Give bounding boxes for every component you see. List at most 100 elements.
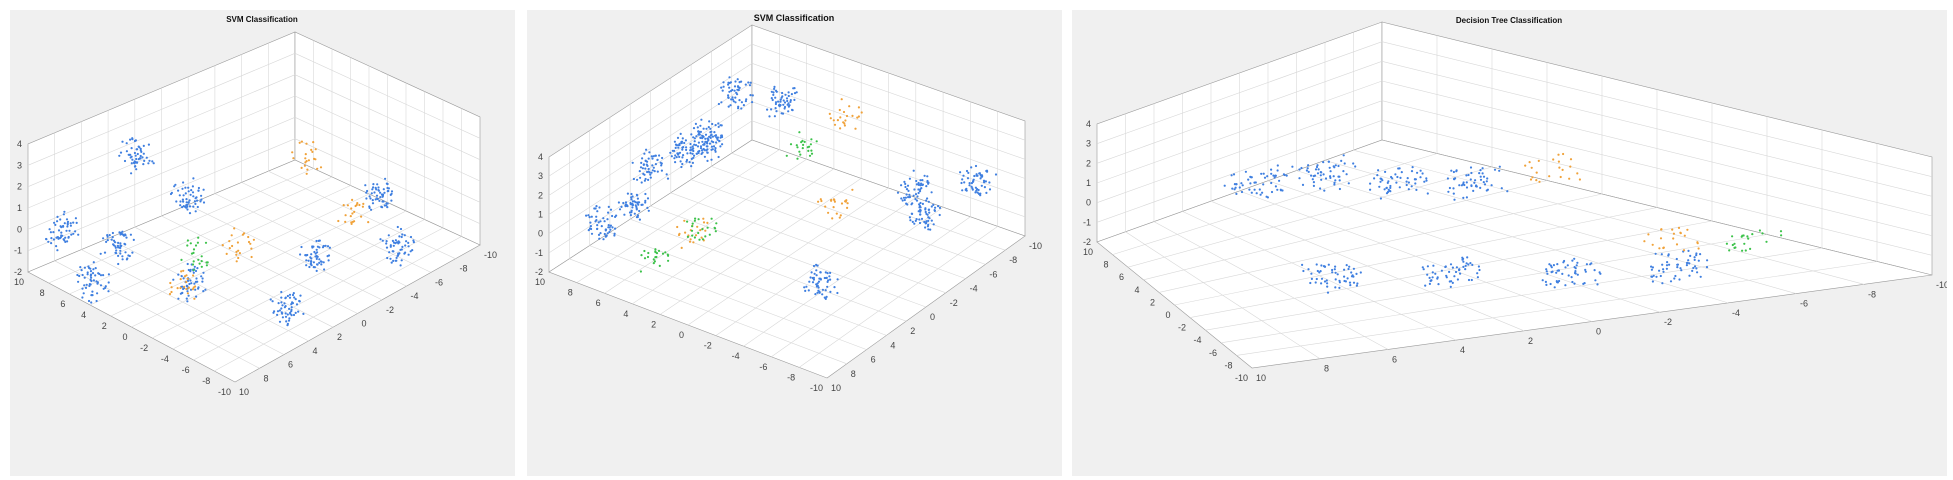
blue-point bbox=[45, 238, 48, 241]
blue-point bbox=[1266, 175, 1269, 178]
blue-point bbox=[116, 244, 119, 247]
blue-point bbox=[181, 187, 184, 190]
blue-point bbox=[644, 201, 647, 204]
blue-point bbox=[1350, 271, 1353, 274]
blue-point bbox=[904, 196, 907, 199]
blue-point bbox=[314, 252, 317, 255]
x-tick-label: 2 bbox=[1528, 336, 1533, 346]
blue-point bbox=[1665, 267, 1668, 270]
blue-point bbox=[751, 94, 754, 97]
blue-point bbox=[181, 291, 184, 294]
blue-point bbox=[1248, 188, 1251, 191]
blue-point bbox=[119, 244, 122, 248]
blue-point bbox=[1662, 268, 1665, 271]
orange-point bbox=[840, 202, 844, 205]
blue-point bbox=[125, 150, 128, 153]
orange-point bbox=[692, 241, 695, 244]
blue-point bbox=[194, 288, 197, 291]
orange-point bbox=[358, 203, 361, 207]
z-tick-label: 0 bbox=[538, 229, 543, 239]
blue-point bbox=[56, 215, 59, 218]
blue-point bbox=[1376, 174, 1379, 177]
blue-point bbox=[706, 137, 709, 140]
blue-point bbox=[368, 206, 371, 209]
blue-point bbox=[636, 197, 639, 200]
z-tick-label: 2 bbox=[538, 190, 543, 200]
blue-point bbox=[318, 261, 321, 264]
blue-point bbox=[1567, 274, 1570, 277]
blue-point bbox=[1447, 190, 1450, 193]
blue-point bbox=[52, 231, 55, 234]
blue-point bbox=[682, 154, 685, 157]
blue-point bbox=[611, 214, 614, 218]
grid-lines bbox=[27, 40, 481, 372]
blue-point bbox=[1343, 279, 1346, 283]
green-point bbox=[807, 149, 810, 152]
blue-point bbox=[919, 213, 922, 216]
blue-point bbox=[727, 94, 730, 97]
orange-point bbox=[179, 278, 182, 281]
blue-point bbox=[1234, 186, 1237, 189]
blue-point bbox=[630, 192, 633, 196]
green-point bbox=[1746, 235, 1749, 238]
orange-point bbox=[316, 167, 319, 170]
orange-point bbox=[842, 110, 846, 114]
blue-point bbox=[119, 242, 122, 245]
blue-point bbox=[1343, 275, 1346, 278]
blue-point bbox=[699, 124, 702, 127]
blue-point bbox=[706, 145, 709, 148]
orange-point bbox=[683, 219, 686, 222]
blue-point bbox=[1369, 182, 1372, 185]
green-point bbox=[205, 264, 208, 267]
orange-point bbox=[221, 244, 224, 247]
orange-point bbox=[689, 238, 692, 241]
blue-point bbox=[737, 107, 740, 110]
blue-point bbox=[1688, 262, 1691, 265]
blue-point bbox=[115, 249, 118, 252]
blue-point bbox=[1422, 268, 1425, 271]
blue-point bbox=[720, 124, 723, 127]
blue-point bbox=[1476, 272, 1479, 275]
blue-point bbox=[185, 206, 188, 209]
y-tick-label: 6 bbox=[60, 299, 65, 309]
blue-point bbox=[1329, 175, 1332, 178]
blue-point bbox=[1426, 192, 1429, 195]
blue-point bbox=[927, 228, 930, 231]
blue-point bbox=[1410, 170, 1414, 173]
blue-point bbox=[961, 189, 964, 192]
blue-point bbox=[647, 178, 650, 181]
blue-point bbox=[63, 222, 66, 225]
blue-point bbox=[1697, 259, 1700, 262]
blue-point bbox=[1333, 268, 1336, 271]
blue-point bbox=[317, 239, 320, 242]
blue-point bbox=[658, 154, 661, 157]
blue-point bbox=[720, 86, 723, 89]
blue-point bbox=[1334, 265, 1337, 268]
blue-point bbox=[1235, 183, 1238, 186]
blue-point bbox=[719, 136, 722, 139]
green-point bbox=[1743, 242, 1746, 245]
blue-point bbox=[1564, 266, 1567, 269]
orange-point bbox=[1659, 237, 1663, 240]
blue-point bbox=[386, 256, 389, 260]
green-point bbox=[815, 140, 818, 143]
blue-point bbox=[911, 220, 914, 223]
orange-point bbox=[356, 202, 359, 205]
blue-point bbox=[1397, 167, 1400, 170]
blue-point bbox=[1465, 181, 1468, 184]
blue-point bbox=[1667, 254, 1670, 257]
blue-point bbox=[95, 299, 98, 303]
blue-point bbox=[1259, 193, 1262, 196]
blue-point bbox=[736, 88, 739, 91]
z-tick-label: -1 bbox=[535, 248, 543, 258]
blue-point bbox=[398, 235, 401, 238]
blue-point bbox=[1342, 154, 1345, 157]
blue-point bbox=[770, 97, 773, 100]
blue-point bbox=[711, 135, 714, 138]
blue-point bbox=[204, 288, 207, 291]
blue-point bbox=[921, 183, 924, 187]
blue-point bbox=[1343, 268, 1346, 271]
blue-point bbox=[751, 101, 754, 104]
blue-point bbox=[614, 215, 617, 218]
orange-point bbox=[350, 207, 353, 210]
